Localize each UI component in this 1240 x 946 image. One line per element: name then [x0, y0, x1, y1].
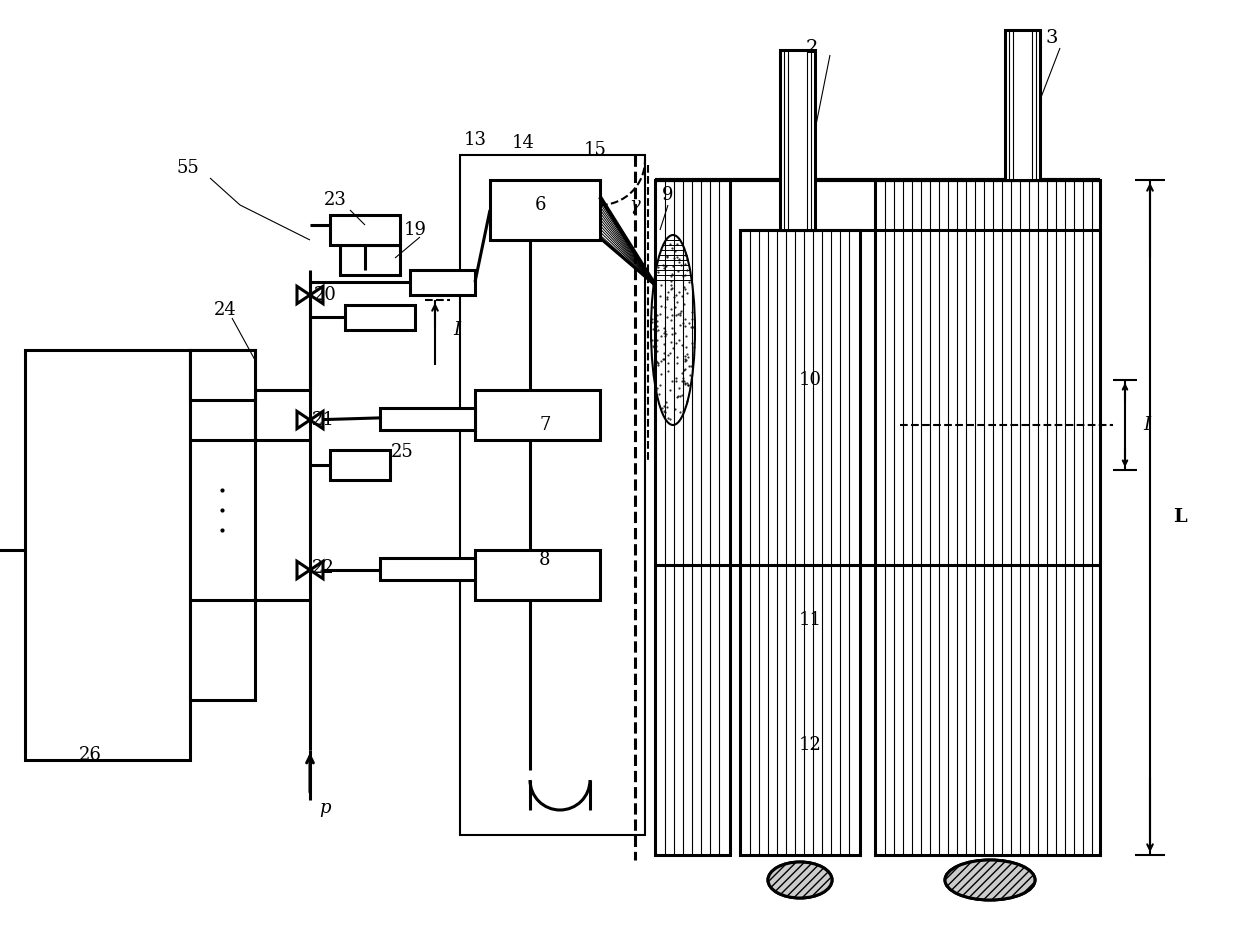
- Text: 12: 12: [799, 736, 821, 754]
- Text: 7: 7: [539, 416, 551, 434]
- Polygon shape: [298, 412, 310, 429]
- Text: 19: 19: [403, 221, 427, 239]
- Text: 9: 9: [662, 186, 673, 204]
- Polygon shape: [310, 561, 322, 579]
- Polygon shape: [310, 287, 322, 304]
- Bar: [655, 180, 730, 855]
- Ellipse shape: [945, 860, 1035, 900]
- Ellipse shape: [768, 862, 832, 898]
- Bar: [740, 230, 861, 855]
- Text: I: I: [1143, 416, 1151, 434]
- Text: p: p: [319, 799, 331, 817]
- Text: 3: 3: [1045, 29, 1058, 47]
- Text: 15: 15: [584, 141, 606, 159]
- Bar: [345, 305, 415, 330]
- Bar: [475, 550, 600, 600]
- Bar: [490, 180, 600, 240]
- Bar: [190, 350, 255, 400]
- Text: 10: 10: [799, 371, 821, 389]
- Bar: [475, 390, 600, 440]
- Ellipse shape: [945, 860, 1035, 900]
- Text: 20: 20: [314, 286, 336, 304]
- Bar: [340, 245, 401, 275]
- Bar: [460, 155, 645, 835]
- Bar: [379, 558, 475, 580]
- Text: 23: 23: [324, 191, 346, 209]
- Polygon shape: [310, 412, 322, 429]
- Text: 13: 13: [464, 131, 486, 149]
- Text: 26: 26: [78, 746, 102, 764]
- Text: 21: 21: [311, 411, 335, 429]
- Text: L: L: [1173, 508, 1187, 526]
- Polygon shape: [298, 561, 310, 579]
- Bar: [190, 350, 255, 700]
- Bar: [410, 270, 475, 295]
- Text: 2: 2: [806, 39, 818, 57]
- Ellipse shape: [768, 862, 832, 898]
- Bar: [330, 450, 391, 480]
- Bar: [780, 50, 815, 230]
- Text: 6: 6: [534, 196, 546, 214]
- Bar: [330, 215, 401, 245]
- Text: 24: 24: [213, 301, 237, 319]
- Text: 55: 55: [176, 159, 200, 177]
- Text: 11: 11: [799, 611, 821, 629]
- Bar: [1004, 30, 1040, 180]
- Text: 22: 22: [311, 559, 335, 577]
- Bar: [875, 180, 1100, 855]
- Polygon shape: [298, 287, 310, 304]
- Bar: [25, 350, 190, 760]
- Text: I: I: [454, 321, 460, 339]
- Text: 25: 25: [391, 443, 413, 461]
- Text: γ: γ: [630, 196, 640, 214]
- Text: 14: 14: [512, 134, 534, 152]
- Text: 8: 8: [539, 551, 551, 569]
- Bar: [379, 408, 475, 430]
